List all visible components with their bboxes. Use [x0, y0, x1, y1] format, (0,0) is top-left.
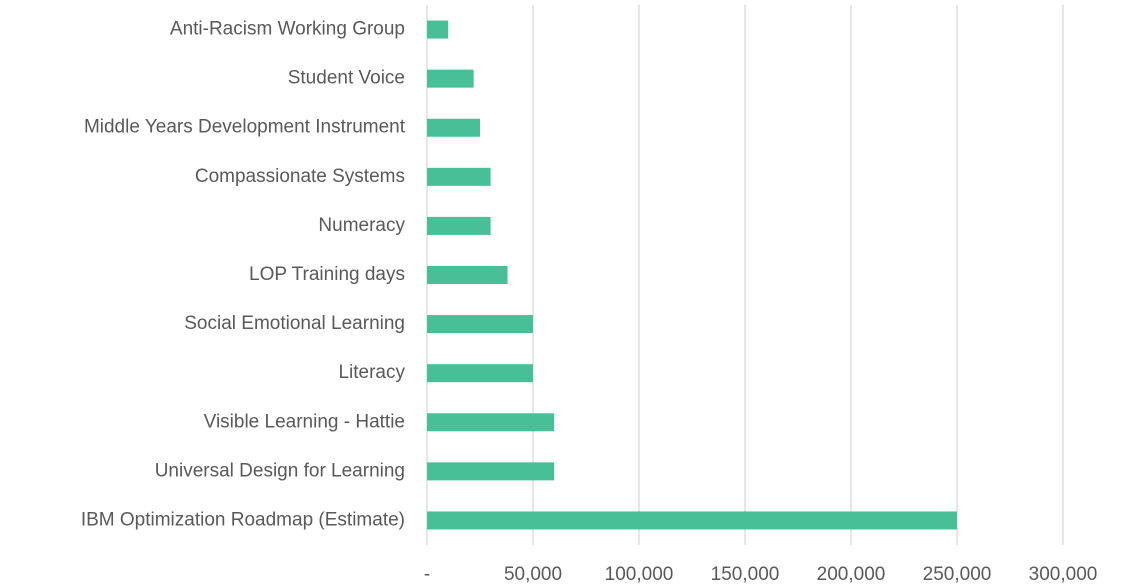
y-tick-label: LOP Training days: [249, 264, 405, 285]
y-tick-label: Student Voice: [288, 68, 405, 89]
y-tick-label: Numeracy: [318, 215, 405, 236]
x-tick-label: 300,000: [1029, 564, 1098, 585]
y-tick-label: Social Emotional Learning: [184, 313, 405, 334]
bar: [427, 118, 480, 137]
bar: [427, 462, 555, 481]
x-tick-label: 100,000: [605, 564, 674, 585]
y-tick-label: Compassionate Systems: [195, 166, 405, 187]
y-tick-label: Literacy: [338, 362, 405, 383]
x-tick-label: 200,000: [817, 564, 886, 585]
bar: [427, 413, 555, 432]
y-tick-label: Middle Years Development Instrument: [84, 117, 406, 138]
bar: [427, 20, 449, 39]
y-tick-label: Universal Design for Learning: [155, 460, 405, 481]
x-tick-label: 50,000: [504, 564, 562, 585]
x-tick-label: -: [424, 564, 430, 585]
bar: [427, 315, 533, 334]
y-tick-label: Anti-Racism Working Group: [170, 19, 405, 40]
bar: [427, 167, 491, 186]
bar: [427, 216, 491, 235]
y-tick-label: Visible Learning - Hattie: [204, 411, 405, 432]
x-tick-label: 250,000: [923, 564, 992, 585]
bar: [427, 511, 957, 530]
x-tick-label: 150,000: [711, 564, 780, 585]
bar: [427, 69, 474, 88]
bar: [427, 364, 533, 383]
bar: [427, 266, 508, 284]
y-tick-label: IBM Optimization Roadmap (Estimate): [81, 509, 405, 530]
